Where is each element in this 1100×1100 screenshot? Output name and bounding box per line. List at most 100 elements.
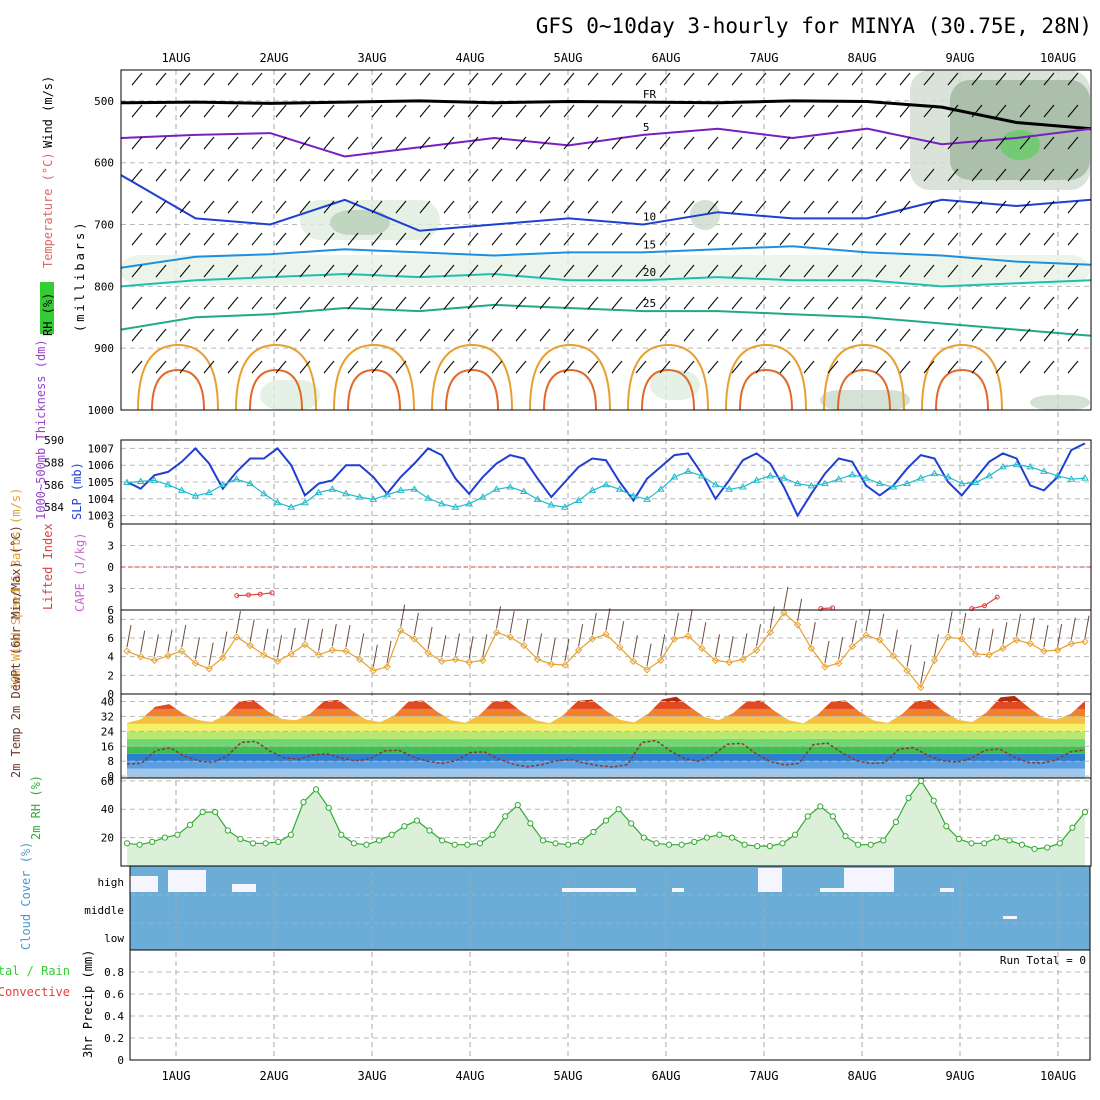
day-label-top: 4AUG [456, 51, 485, 65]
wind-barb [563, 200, 575, 214]
surface-isotherm [739, 368, 793, 411]
thickness-point [574, 496, 583, 503]
rh-point [842, 833, 849, 840]
wind-barb [707, 296, 719, 310]
wind-barb [1043, 232, 1055, 246]
rh-shade [120, 255, 1090, 285]
rh-point [426, 827, 433, 834]
wind-tick: 2 [107, 669, 114, 682]
wind-barb [875, 296, 887, 310]
wind-barb [995, 264, 1007, 278]
wind-barb [683, 264, 695, 278]
wind-speed-point [136, 652, 145, 661]
wind-speed-point [451, 655, 460, 664]
day-label-bottom: 3AUG [358, 1069, 387, 1083]
wind-barb [611, 168, 623, 182]
wind-barb [395, 136, 407, 150]
rh-point [716, 831, 723, 838]
wind-speed-point [739, 655, 747, 664]
rh-point [640, 834, 647, 841]
precip-legend-convective: Convective [0, 985, 70, 999]
wind-barb [587, 200, 599, 214]
wind-barb [347, 360, 359, 374]
wind-barb [875, 200, 887, 214]
lifted-index-label: Lifted Index [41, 523, 55, 610]
wind-barb [347, 264, 359, 278]
wind-barb [587, 136, 599, 150]
wind-barb [323, 360, 335, 374]
wind-speed-point [917, 683, 925, 692]
wind-barb [419, 328, 431, 342]
wind-barb [419, 104, 431, 118]
wind-barb [707, 328, 719, 342]
wind-barb [659, 232, 671, 246]
wind-barb-10m [140, 630, 146, 653]
thickness-point [561, 503, 569, 510]
slp-tick: 1004 [88, 493, 115, 506]
wind-barb [275, 328, 287, 342]
wind-barb [731, 136, 743, 150]
wind-barb [1019, 328, 1031, 342]
rh-point [325, 804, 332, 811]
wind-barb [539, 264, 551, 278]
wind-speed-point [958, 635, 966, 643]
thickness-point [396, 486, 405, 493]
wind-barb-10m [578, 624, 584, 647]
lifted-index-point [994, 594, 1000, 600]
lifted-index-line [971, 596, 998, 610]
wind-speed-point [629, 657, 638, 666]
wind-speed-line [126, 611, 1086, 689]
rh-point [338, 831, 345, 838]
rh-point [691, 838, 698, 845]
wind-barb [1019, 136, 1031, 150]
rh-point [653, 840, 660, 847]
wind-barb [779, 296, 791, 310]
wind-barb [779, 136, 791, 150]
thickness-point [383, 490, 391, 498]
wind-speed-point [807, 644, 815, 652]
wind-barb [1043, 200, 1055, 214]
wind-barb [827, 104, 839, 118]
thickness-point [369, 495, 378, 502]
lifted-index-point [969, 606, 975, 612]
thickness-point [834, 475, 843, 482]
wind-barb [395, 232, 407, 246]
wind-barb-10m [728, 636, 734, 659]
wind-barb [155, 328, 167, 342]
wind-barb [179, 264, 191, 278]
wind-barb [275, 200, 287, 214]
wind-barb [491, 136, 503, 150]
wind-barb [467, 296, 479, 310]
slp-label: SLP (mb) [70, 462, 84, 520]
wind-barb [947, 168, 959, 182]
wind-barb-10m [537, 633, 543, 656]
temp-band [127, 746, 1085, 754]
wind-barb-10m [824, 640, 830, 664]
thickness-tick: 590 [44, 434, 64, 447]
wind-barb [851, 200, 863, 214]
wind-barb [515, 168, 527, 182]
wind-barb-10m [345, 624, 351, 648]
wind-barb [1019, 360, 1031, 374]
isotherm-line [120, 99, 1092, 131]
wind-barb [467, 168, 479, 182]
wind-barb [1043, 72, 1055, 86]
rh-point [1018, 841, 1026, 848]
rh-point [955, 835, 963, 843]
chart-title: GFS 0~10day 3-hourly for MINYA (30.75E, … [536, 14, 1092, 38]
wind-speed-point [205, 665, 213, 673]
wind-speed-point [178, 647, 186, 655]
wind-barb-10m [1070, 617, 1076, 640]
thickness-point [301, 498, 309, 506]
wind-barb [395, 72, 407, 86]
wind-barb [923, 104, 935, 118]
thickness-point [342, 489, 350, 497]
thickness-point [136, 477, 145, 484]
rh-point [539, 837, 547, 844]
rh-point [161, 834, 168, 841]
wind-barb [395, 104, 407, 118]
wind-barb [875, 136, 887, 150]
thickness-point [1067, 475, 1076, 482]
wind-barb-10m [988, 628, 994, 651]
wind-barb [539, 136, 551, 150]
